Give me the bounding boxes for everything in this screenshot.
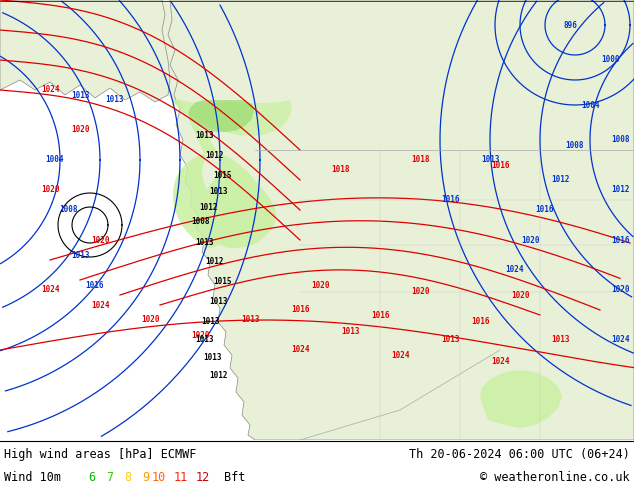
Text: 1024: 1024	[41, 85, 59, 95]
Text: 1013: 1013	[201, 318, 219, 326]
Text: 1012: 1012	[611, 186, 630, 195]
Text: 1008: 1008	[59, 205, 77, 215]
Text: 9: 9	[142, 471, 149, 484]
Text: 1020: 1020	[411, 288, 429, 296]
Text: 1020: 1020	[521, 236, 540, 245]
Text: 1024: 1024	[491, 358, 509, 367]
Text: 1016: 1016	[371, 311, 389, 319]
Text: 1013: 1013	[209, 188, 227, 196]
Text: 1004: 1004	[581, 100, 599, 109]
Polygon shape	[188, 100, 254, 132]
Text: 1013: 1013	[441, 336, 459, 344]
Polygon shape	[168, 0, 634, 440]
Text: 1016: 1016	[86, 280, 104, 290]
Text: 1016: 1016	[491, 161, 509, 170]
Text: 1000: 1000	[601, 55, 619, 65]
Text: 7: 7	[106, 471, 113, 484]
Text: 1020: 1020	[191, 330, 209, 340]
Text: 1024: 1024	[41, 286, 59, 294]
Text: 896: 896	[563, 21, 577, 29]
Text: 1020: 1020	[141, 316, 159, 324]
Text: 1013: 1013	[241, 316, 259, 324]
Text: 1020: 1020	[611, 286, 630, 294]
Text: 1020: 1020	[311, 280, 329, 290]
Text: 11: 11	[174, 471, 188, 484]
Text: 1008: 1008	[191, 218, 209, 226]
Text: 1013: 1013	[481, 155, 499, 165]
Text: Th 20-06-2024 06:00 UTC (06+24): Th 20-06-2024 06:00 UTC (06+24)	[409, 447, 630, 461]
Text: 1024: 1024	[291, 345, 309, 354]
Text: 1013: 1013	[551, 336, 569, 344]
Text: 1013: 1013	[196, 336, 214, 344]
Text: 1015: 1015	[213, 171, 231, 179]
Text: 1012: 1012	[209, 370, 227, 379]
Text: 1012: 1012	[198, 203, 217, 213]
Text: 12: 12	[196, 471, 210, 484]
Text: 1013: 1013	[71, 91, 89, 99]
Text: 1013: 1013	[209, 297, 227, 307]
Text: 1018: 1018	[411, 155, 429, 165]
Text: 1024: 1024	[391, 350, 410, 360]
Text: 10: 10	[152, 471, 166, 484]
Text: 1024: 1024	[91, 300, 109, 310]
Text: 1016: 1016	[441, 196, 459, 204]
Text: 1012: 1012	[551, 175, 569, 185]
Text: 1016: 1016	[536, 205, 554, 215]
Text: 1013: 1013	[340, 327, 359, 337]
Text: 1013: 1013	[196, 238, 214, 246]
Text: Wind 10m: Wind 10m	[4, 471, 61, 484]
Text: 1016: 1016	[471, 318, 489, 326]
Text: 1013: 1013	[196, 130, 214, 140]
Text: 8: 8	[124, 471, 131, 484]
Text: © weatheronline.co.uk: © weatheronline.co.uk	[481, 471, 630, 484]
Text: 1020: 1020	[41, 186, 59, 195]
Text: 1018: 1018	[331, 166, 349, 174]
Text: 1020: 1020	[71, 125, 89, 134]
Polygon shape	[172, 100, 276, 248]
Text: 1020: 1020	[511, 291, 529, 299]
Text: Bft: Bft	[224, 471, 245, 484]
Text: 1024: 1024	[506, 266, 524, 274]
Text: 1013: 1013	[204, 353, 223, 363]
Text: 1012: 1012	[206, 258, 224, 267]
Text: 1008: 1008	[611, 136, 630, 145]
Text: 1013: 1013	[106, 96, 124, 104]
Text: 1008: 1008	[566, 141, 585, 149]
Polygon shape	[480, 370, 562, 428]
Text: 1015: 1015	[213, 277, 231, 287]
Text: High wind areas [hPa] ECMWF: High wind areas [hPa] ECMWF	[4, 447, 197, 461]
Text: 1016: 1016	[291, 305, 309, 315]
Text: 6: 6	[88, 471, 95, 484]
Polygon shape	[0, 0, 170, 102]
Text: 1016: 1016	[611, 236, 630, 245]
Polygon shape	[0, 0, 634, 128]
Text: 1004: 1004	[46, 155, 64, 165]
Text: 1013: 1013	[71, 250, 89, 260]
Text: 1020: 1020	[91, 236, 109, 245]
Text: 1012: 1012	[206, 150, 224, 160]
Polygon shape	[172, 100, 292, 136]
Text: 1024: 1024	[611, 336, 630, 344]
